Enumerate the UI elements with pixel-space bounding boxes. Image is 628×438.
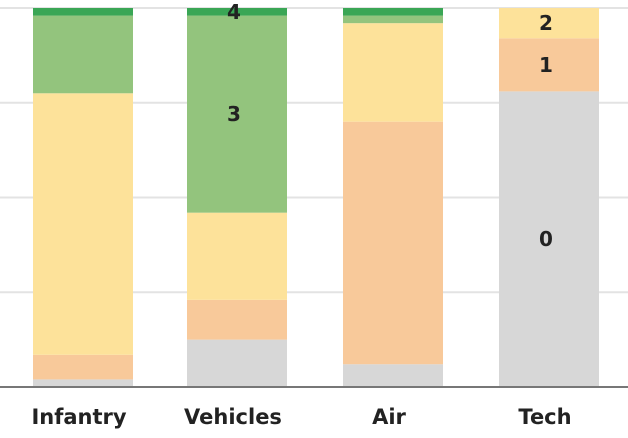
bar-infantry-series-2 [33,93,133,355]
bar-vehicles-series-0 [187,339,287,387]
data-label-tech-1: 1 [539,53,553,77]
bar-tech-series-0 [499,91,599,387]
data-label-tech-0: 0 [539,227,553,251]
data-label-tech-2: 2 [539,11,553,35]
x-tick-label-infantry: Infantry [31,405,126,429]
x-axis: Infantry Vehicles Air Tech [0,386,628,429]
bar-air-series-3 [343,15,443,24]
bar-vehicles-series-2 [187,212,287,300]
bar-air-series-2 [343,23,443,122]
bar-infantry-series-4 [33,8,133,16]
bar-air-series-4 [343,8,443,16]
bar-infantry-series-3 [33,15,133,94]
bar-tech-series-1 [499,38,599,92]
bar-vehicles-series-4 [187,8,287,16]
bar-air-series-0 [343,364,443,387]
bar-tech-series-2 [499,8,599,39]
data-label-vehicles-3: 3 [227,102,241,126]
bars [33,8,599,387]
bar-vehicles-series-3 [187,15,287,213]
bar-infantry-series-0 [33,379,133,387]
x-tick-label-vehicles: Vehicles [184,405,282,429]
data-label-vehicles-4: 4 [227,0,241,24]
bar-vehicles-series-1 [187,299,287,340]
x-tick-label-air: Air [372,405,406,429]
segment-labels: 3 4 0 1 2 [227,0,553,251]
bar-air-series-1 [343,121,443,365]
bar-infantry-series-1 [33,354,133,380]
x-tick-label-tech: Tech [518,405,571,429]
